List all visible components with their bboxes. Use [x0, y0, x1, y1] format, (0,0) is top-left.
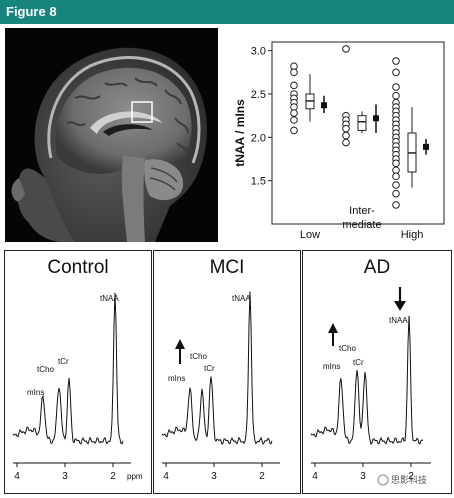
ppm-tick-label: 3: [360, 471, 366, 482]
box: [357, 115, 367, 131]
mean-marker: [423, 143, 429, 150]
data-point: [392, 57, 400, 65]
spectrum-ad-svg: 4 3 2 mIns tCho tCr tNAA 思影科技: [310, 287, 431, 486]
plot-frame: [271, 41, 445, 225]
ppm-tick-label: 4: [163, 471, 169, 482]
x-category-label: High: [401, 229, 424, 241]
data-point: [392, 181, 400, 189]
data-point: [342, 131, 350, 140]
peak-label: tNAA: [389, 316, 408, 325]
figure-title: Figure 8: [6, 4, 57, 19]
mri-svg: [5, 28, 218, 242]
y-tick-label: 3.0: [251, 46, 266, 58]
peak-label: tCr: [204, 364, 215, 373]
x-category-label: Inter-: [349, 205, 375, 217]
increase-arrow-head: [328, 323, 338, 333]
spectrum-trace: [161, 291, 273, 446]
spectrum-panel-mci: MCI 4 3 2 mIns tCho tCr tNAA: [153, 250, 301, 494]
peak-label: tNAA: [232, 294, 251, 303]
figure-banner: Figure 8: [0, 0, 454, 24]
peak-label: mIns: [27, 388, 44, 397]
spectrum-panel-ad: AD 4 3 2 mIns tCho tCr tNAA 思影科技: [302, 250, 452, 494]
panel-title-mci: MCI: [209, 257, 245, 278]
data-point: [290, 68, 298, 77]
data-point: [392, 159, 400, 168]
data-point: [290, 81, 298, 90]
ratio-chart: 3.0 2.5 2.0 1.5 tNAA / mIns Low Inter-mediate H…: [222, 28, 450, 242]
data-point: [290, 126, 298, 135]
spectrum-mci-svg: 4 3 2 mIns tCho tCr tNAA: [161, 291, 280, 482]
spectrum-trace: [310, 315, 424, 445]
peak-label: tCho: [190, 352, 207, 361]
peak-label: mIns: [168, 374, 185, 383]
increase-arrow-head: [175, 339, 185, 349]
y-tick-label: 1.5: [251, 176, 266, 188]
y-axis-label: tNAA / mIns: [233, 99, 247, 167]
panel-title-ad: AD: [363, 257, 391, 278]
peak-label: tNAA: [100, 294, 119, 303]
y-tick-label: 2.5: [251, 89, 266, 101]
y-tick-label: 2.0: [251, 132, 266, 144]
data-point: [392, 172, 400, 181]
x-category-label: mediate: [342, 219, 381, 231]
ppm-tick-label: 2: [259, 471, 265, 482]
ratio-chart-svg: 3.0 2.5 2.0 1.5 tNAA / mIns Low Inter-mediate H…: [233, 41, 445, 241]
mean-marker: [321, 102, 327, 109]
spectrum-panel-control: Control 4 3 2 ppm mIns tCho tCr tNAA: [4, 250, 152, 494]
ppm-tick-label: 3: [62, 471, 68, 482]
panel-title-control: Control: [47, 257, 109, 278]
spectrum-trace: [12, 292, 124, 445]
data-point: [342, 45, 350, 53]
peak-label: tCho: [339, 344, 356, 353]
data-point: [392, 189, 400, 198]
data-point: [342, 138, 350, 147]
mri-sagittal-image: [5, 28, 218, 242]
ppm-tick-label: 3: [211, 471, 217, 482]
watermark-icon: [377, 474, 389, 486]
x-category-label: Low: [300, 229, 320, 241]
data-point: [290, 116, 298, 124]
ppm-tick-label: 4: [14, 471, 20, 482]
data-point: [342, 124, 350, 133]
data-point: [392, 91, 400, 100]
data-point: [290, 109, 298, 117]
peak-label: tCho: [37, 365, 54, 374]
ppm-tick-label: 2: [408, 471, 414, 482]
decrease-arrow-head: [394, 301, 406, 311]
roi-box: [131, 101, 153, 123]
mean-marker: [373, 115, 379, 122]
data-point: [392, 201, 400, 209]
peak-label: tCr: [58, 357, 69, 366]
watermark-text: 思影科技: [391, 474, 427, 485]
data-point: [392, 68, 400, 77]
ppm-tick-label: 4: [312, 471, 318, 482]
ppm-tick-label: 2: [110, 471, 116, 482]
peak-label: mIns: [323, 362, 340, 371]
data-point: [392, 83, 400, 91]
ppm-unit: ppm: [127, 472, 143, 481]
peak-label: tCr: [353, 358, 364, 367]
